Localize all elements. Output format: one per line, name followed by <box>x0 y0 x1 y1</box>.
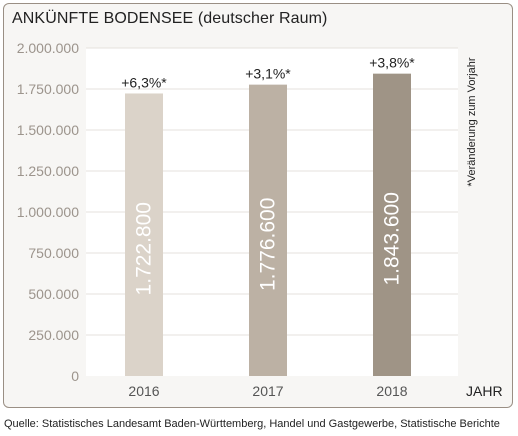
bar-value-label: 1.843.600 <box>381 192 404 285</box>
bar-chart: 0 250.000 500.000 750.000 1.000.000 1.250.000… <box>17 40 503 399</box>
x-axis-label: JAHR <box>466 383 503 399</box>
bar-2018 <box>373 73 411 376</box>
y-tick-label: 0 <box>71 368 79 384</box>
x-tick-label: 2018 <box>376 383 407 399</box>
source-note: Quelle: Statistisches Landesamt Baden-Wü… <box>4 418 500 430</box>
bar-value-label: 1.776.600 <box>257 198 280 291</box>
y-tick-label: 250.000 <box>28 327 79 343</box>
y-tick-label: 750.000 <box>28 245 79 261</box>
y-tick-label: 1.000.000 <box>17 204 79 220</box>
x-tick-label: 2017 <box>252 383 283 399</box>
y-tick-label: 2.000.000 <box>17 40 79 56</box>
change-label: +3,1%* <box>245 66 291 82</box>
bar-value-label: 1.722.800 <box>133 202 156 295</box>
y-tick-label: 1.250.000 <box>17 163 79 179</box>
side-note: *Veränderung zum Vorjahr <box>466 57 478 186</box>
chart-title: ANKÜNFTE BODENSEE (deutscher Raum) <box>12 10 328 27</box>
bar-2016 <box>125 93 163 376</box>
x-tick-label: 2016 <box>128 383 159 399</box>
bar-2017 <box>249 84 287 376</box>
change-label: +6,3%* <box>121 74 167 90</box>
change-label: +3,8%* <box>369 55 415 71</box>
y-tick-label: 1.500.000 <box>17 122 79 138</box>
y-tick-label: 1.750.000 <box>17 81 79 97</box>
y-tick-label: 500.000 <box>28 286 79 302</box>
